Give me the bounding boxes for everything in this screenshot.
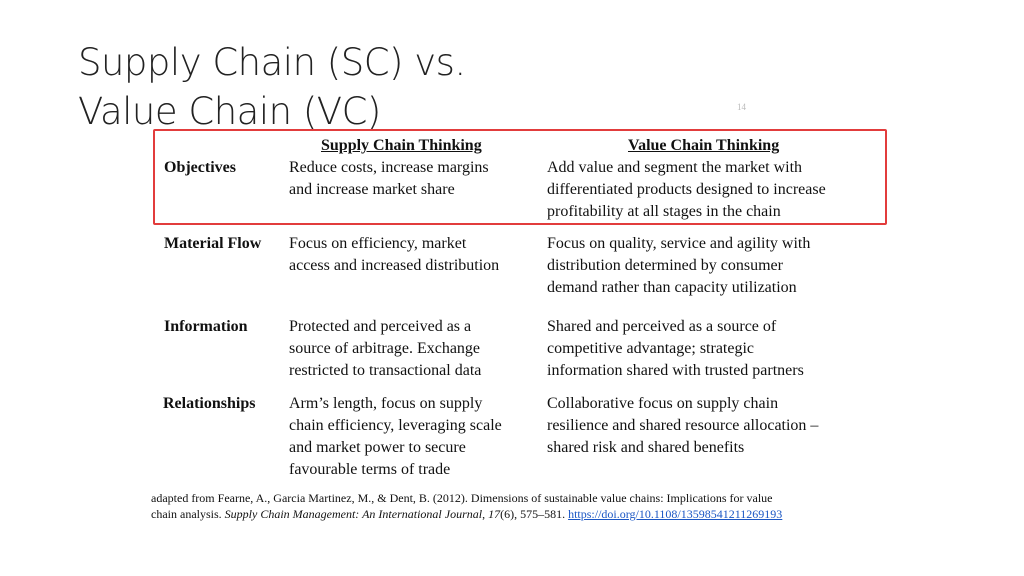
cell-line: chain efficiency, leveraging scale: [289, 417, 502, 434]
cell-line: source of arbitrage. Exchange: [289, 340, 481, 357]
relationships-value-chain-cell: Collaborative focus on supply chain resi…: [547, 393, 818, 459]
citation-journal: Supply Chain Management: An Internationa…: [224, 507, 483, 521]
material-flow-supply-chain-cell: Focus on efficiency, market access and i…: [289, 233, 499, 277]
information-supply-chain-cell: Protected and perceived as a source of a…: [289, 316, 481, 382]
cell-line: Add value and segment the market with: [547, 159, 803, 176]
citation: adapted from Fearne, A., Garcia Martinez…: [151, 490, 891, 522]
cell-line: access and increased distribution: [289, 257, 500, 274]
supply-chain-header: Supply Chain Thinking: [321, 137, 482, 154]
citation-prefix: chain analysis.: [151, 507, 225, 521]
row-label-objectives: Objectives: [164, 159, 236, 176]
material-flow-value-chain-cell: Focus on quality, service and agility wi…: [547, 233, 810, 299]
row-label-information: Information: [164, 318, 248, 335]
cell-line: distribution determined by consumer: [547, 257, 783, 274]
cell-line: and market power to secure: [289, 439, 466, 456]
slide-title-line-2: Value Chain (VC): [78, 90, 381, 133]
cell-line: Arm’s length, focus on supply: [289, 395, 483, 412]
citation-issue-pages: (6), 575–581.: [500, 507, 569, 521]
citation-separator: ,: [482, 507, 489, 521]
cell-line: Protected and perceived as a: [289, 318, 472, 335]
information-value-chain-cell: Shared and perceived as a source of comp…: [547, 316, 804, 382]
cell-line: competitive advantage; strategic: [547, 340, 755, 357]
cell-line: Reduce costs, increase margins: [289, 159, 489, 176]
slide-title-line-1: Supply Chain (SC) vs.: [78, 41, 466, 84]
cell-line: resilience and shared resource allocatio…: [547, 417, 819, 434]
row-label-material-flow: Material Flow: [164, 235, 262, 252]
objectives-supply-chain-cell: Reduce costs, increase margins and incre…: [289, 157, 489, 201]
cell-line: restricted to transactional data: [289, 362, 482, 379]
slide-title: Supply Chain (SC) vs. Value Chain (VC): [78, 38, 466, 136]
cell-line: favourable terms of trade: [289, 461, 451, 478]
cell-line: shared risk and shared benefits: [547, 439, 745, 456]
doi-link[interactable]: https://doi.org/10.1108/1359854121126919…: [568, 507, 783, 521]
cell-line: information shared with trusted partners: [547, 362, 804, 379]
citation-volume: 17: [488, 507, 501, 521]
cell-line: demand rather than capacity utilization: [547, 279, 797, 296]
cell-line: Focus on efficiency, market: [289, 235, 467, 252]
cell-line: differentiated products designed to incr…: [547, 181, 826, 198]
cell-line: profitability at all stages in the chain: [547, 203, 781, 220]
page-number: 14: [737, 102, 746, 112]
cell-line: Focus on quality, service and agility wi…: [547, 235, 811, 252]
cell-line: Shared and perceived as a source of: [547, 318, 777, 335]
citation-line-2: chain analysis. Supply Chain Management:…: [151, 506, 891, 522]
citation-line-1: adapted from Fearne, A., Garcia Martinez…: [151, 491, 773, 505]
objectives-value-chain-cell: Add value and segment the market with di…: [547, 157, 826, 223]
row-label-relationships: Relationships: [163, 395, 256, 412]
objectives-highlight-box: [153, 129, 887, 225]
relationships-supply-chain-cell: Arm’s length, focus on supply chain effi…: [289, 393, 502, 481]
cell-line: and increase market share: [289, 181, 455, 198]
value-chain-header: Value Chain Thinking: [628, 137, 780, 154]
cell-line: Collaborative focus on supply chain: [547, 395, 779, 412]
